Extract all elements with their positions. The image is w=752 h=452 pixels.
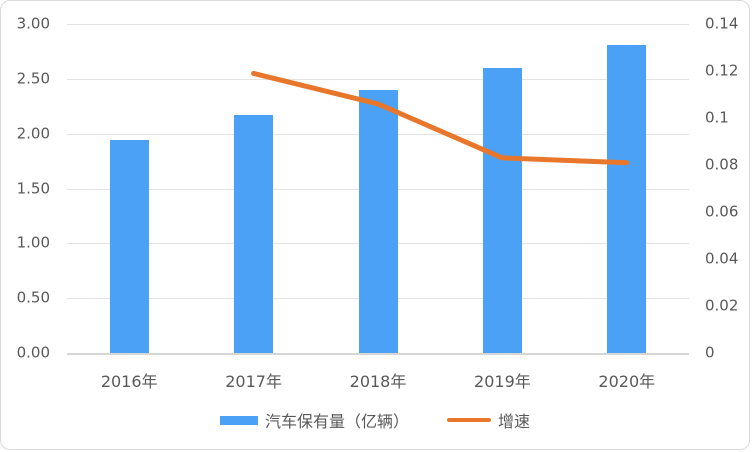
gridline [67, 24, 689, 25]
left-axis-tick-label: 1.00 [16, 233, 50, 252]
left-axis-tick-label: 1.50 [16, 179, 50, 197]
legend-line-swatch [447, 418, 491, 422]
bar-2017年 [234, 115, 274, 353]
bar-2019年 [482, 67, 522, 353]
legend-label: 增速 [498, 412, 531, 431]
x-axis-category-label: 2019年 [474, 372, 531, 391]
right-axis-tick-label: 0.02 [705, 296, 739, 315]
left-axis-tick-label: 3.00 [16, 14, 50, 33]
x-axis-category-label: 2016年 [100, 372, 158, 391]
legend-bar-swatch [219, 415, 258, 425]
legend-item-line: 增速 [447, 408, 530, 432]
bar-2020年 [607, 44, 647, 353]
bar-2018年 [358, 89, 398, 353]
right-axis-tick-label: 0 [705, 343, 715, 362]
x-axis-category-label: 2020年 [598, 372, 656, 391]
right-axis-tick-label: 0.04 [705, 249, 739, 268]
chart-legend: 汽车保有量（亿辆） 增速 [1, 408, 749, 432]
legend-item-bars: 汽车保有量（亿辆） [219, 408, 409, 432]
right-axis-tick-label: 0.12 [705, 61, 739, 80]
x-axis-category-label: 2018年 [349, 372, 407, 391]
x-axis-category-label: 2017年 [225, 372, 282, 391]
bar-2016年 [109, 140, 149, 353]
left-axis-tick-label: 2.00 [16, 124, 50, 143]
legend-label: 汽车保有量（亿辆） [264, 412, 409, 431]
gridline [67, 78, 689, 80]
left-axis-tick-label: 0.50 [16, 288, 50, 307]
right-axis-tick-label: 0.1 [705, 108, 729, 127]
x-axis-line [67, 353, 689, 355]
growth-rate-line [251, 70, 630, 166]
right-axis-tick-label: 0.14 [705, 14, 739, 33]
left-axis-tick-label: 0.00 [16, 343, 50, 362]
left-axis-tick-label: 2.50 [16, 69, 50, 88]
right-axis-tick-label: 0.06 [705, 202, 739, 221]
right-axis-tick-label: 0.08 [705, 155, 739, 174]
